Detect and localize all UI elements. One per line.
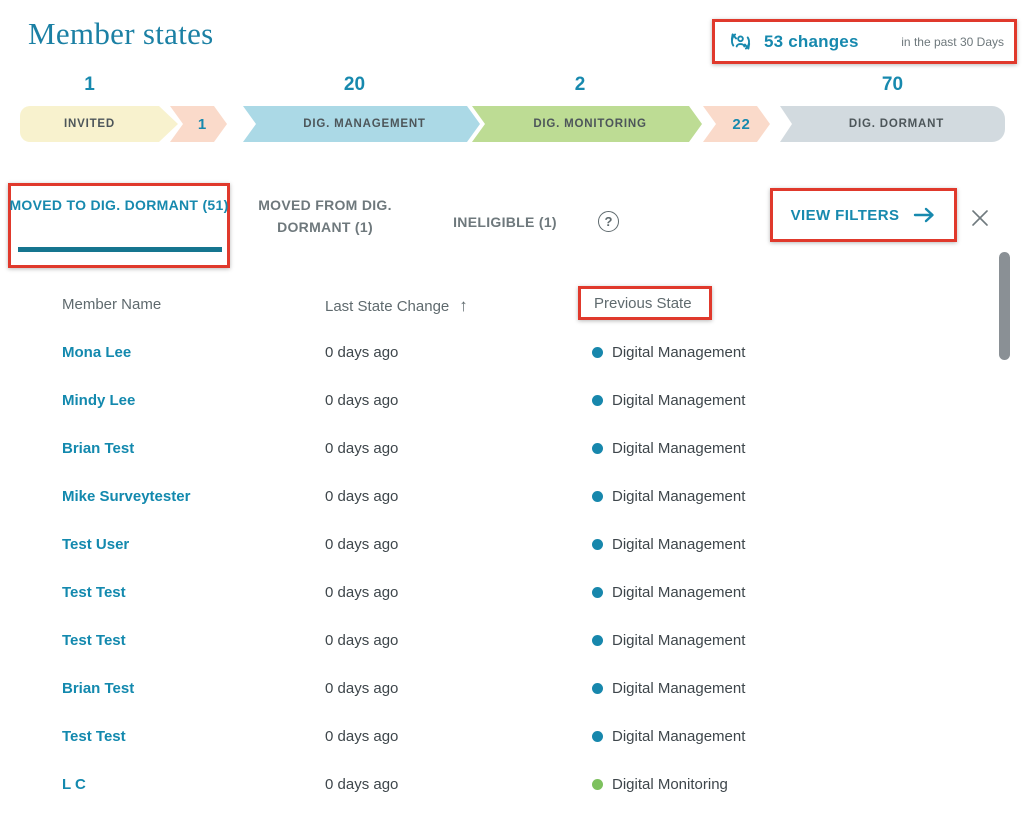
state-dot (592, 394, 603, 406)
state-dot (592, 778, 603, 790)
column-header-previous-state[interactable]: Previous State (578, 286, 712, 320)
funnel-stage-dig-monitoring[interactable]: DIG. MONITORING (472, 106, 702, 142)
state-dot (592, 538, 603, 550)
sort-ascending-icon[interactable]: ↑ (459, 296, 468, 315)
member-name-link[interactable]: Test Test (62, 727, 126, 745)
member-name-link[interactable]: Mona Lee (62, 343, 132, 361)
funnel-transition-1[interactable]: 1 (170, 106, 227, 142)
previous-state-value: Digital Management (612, 439, 746, 457)
table-row[interactable]: Mona Lee 0 days ago Digital Management (0, 328, 1000, 376)
state-dot (592, 730, 603, 742)
previous-state-value: Digital Management (612, 679, 746, 697)
changes-count: 53 changes (764, 31, 859, 51)
tab-moved-from-dig-dormant[interactable]: MOVED FROM DIG. DORMANT (1) (258, 197, 392, 235)
member-name-link[interactable]: Test Test (62, 583, 126, 601)
state-dot (592, 490, 603, 502)
funnel-count-dig-management: 20 (343, 74, 366, 95)
previous-state-value: Digital Management (612, 535, 746, 553)
state-dot (592, 346, 603, 358)
arrow-right-icon (912, 205, 936, 225)
view-filters-button[interactable]: VIEW FILTERS (770, 188, 957, 242)
member-table: Mona Lee 0 days ago Digital Management M… (0, 328, 1000, 808)
last-state-change-label: Last State Change (325, 297, 450, 315)
person-sync-icon (727, 28, 754, 55)
member-name-link[interactable]: Test User (62, 535, 130, 553)
help-icon[interactable]: ? (598, 211, 619, 232)
member-name-link[interactable]: L C (62, 775, 86, 793)
last-change-value: 0 days ago (325, 679, 399, 697)
last-change-value: 0 days ago (325, 727, 399, 745)
table-row[interactable]: Test Test 0 days ago Digital Management (0, 712, 1000, 760)
view-filters-label: VIEW FILTERS (790, 206, 900, 224)
funnel-stage-dig-management[interactable]: DIG. MANAGEMENT (243, 106, 480, 142)
previous-state-value: Digital Management (612, 583, 746, 601)
last-change-value: 0 days ago (325, 439, 399, 457)
previous-state-value: Digital Management (612, 391, 746, 409)
member-name-link[interactable]: Brian Test (62, 679, 135, 697)
last-change-value: 0 days ago (325, 391, 399, 409)
funnel-count-dig-monitoring: 2 (574, 74, 586, 95)
state-dot (592, 586, 603, 598)
member-name-link[interactable]: Brian Test (62, 439, 135, 457)
changes-period: in the past 30 Days (901, 34, 1004, 49)
table-row[interactable]: Brian Test 0 days ago Digital Management (0, 424, 1000, 472)
last-change-value: 0 days ago (325, 343, 399, 361)
active-tab-underline (18, 247, 222, 252)
tab-ineligible[interactable]: INELIGIBLE (1) (453, 214, 557, 230)
table-row[interactable]: Brian Test 0 days ago Digital Management (0, 664, 1000, 712)
column-header-last-state-change[interactable]: Last State Change ↑ (325, 296, 468, 316)
table-row[interactable]: Test Test 0 days ago Digital Management (0, 616, 1000, 664)
previous-state-value: Digital Management (612, 631, 746, 649)
funnel-transition-22[interactable]: 22 (703, 106, 770, 142)
table-row[interactable]: Test Test 0 days ago Digital Management (0, 568, 1000, 616)
last-change-value: 0 days ago (325, 775, 399, 793)
previous-state-label: Previous State (594, 294, 692, 312)
last-change-value: 0 days ago (325, 631, 399, 649)
table-row[interactable]: Mike Surveytester 0 days ago Digital Man… (0, 472, 1000, 520)
previous-state-value: Digital Management (612, 343, 746, 361)
state-dot (592, 682, 603, 694)
previous-state-value: Digital Management (612, 487, 746, 505)
table-row[interactable]: Test User 0 days ago Digital Management (0, 520, 1000, 568)
last-change-value: 0 days ago (325, 487, 399, 505)
active-tab-annotation-box (8, 183, 230, 268)
page-title: Member states (28, 16, 214, 51)
funnel-stage-dig-dormant[interactable]: DIG. DORMANT (780, 106, 1005, 142)
close-icon[interactable] (966, 204, 994, 232)
member-name-link[interactable]: Mindy Lee (62, 391, 136, 409)
table-row[interactable]: L C 0 days ago Digital Monitoring (0, 760, 1000, 808)
previous-state-value: Digital Management (612, 727, 746, 745)
funnel-count-invited: 1 (84, 74, 95, 95)
member-name-link[interactable]: Test Test (62, 631, 126, 649)
funnel-stage-invited[interactable]: INVITED (20, 106, 178, 142)
last-change-value: 0 days ago (325, 535, 399, 553)
last-change-value: 0 days ago (325, 583, 399, 601)
member-name-link[interactable]: Mike Surveytester (62, 487, 191, 505)
state-dot (592, 634, 603, 646)
changes-badge: 53 changes in the past 30 Days (712, 19, 1017, 64)
column-header-member-name[interactable]: Member Name (62, 296, 162, 313)
state-dot (592, 442, 603, 454)
previous-state-value: Digital Monitoring (612, 775, 728, 793)
tab-moved-to-dig-dormant[interactable]: MOVED TO DIG. DORMANT (51) (9, 197, 229, 213)
scrollbar-thumb[interactable] (999, 252, 1010, 360)
funnel-count-dig-dormant: 70 (881, 74, 904, 95)
table-row[interactable]: Mindy Lee 0 days ago Digital Management (0, 376, 1000, 424)
